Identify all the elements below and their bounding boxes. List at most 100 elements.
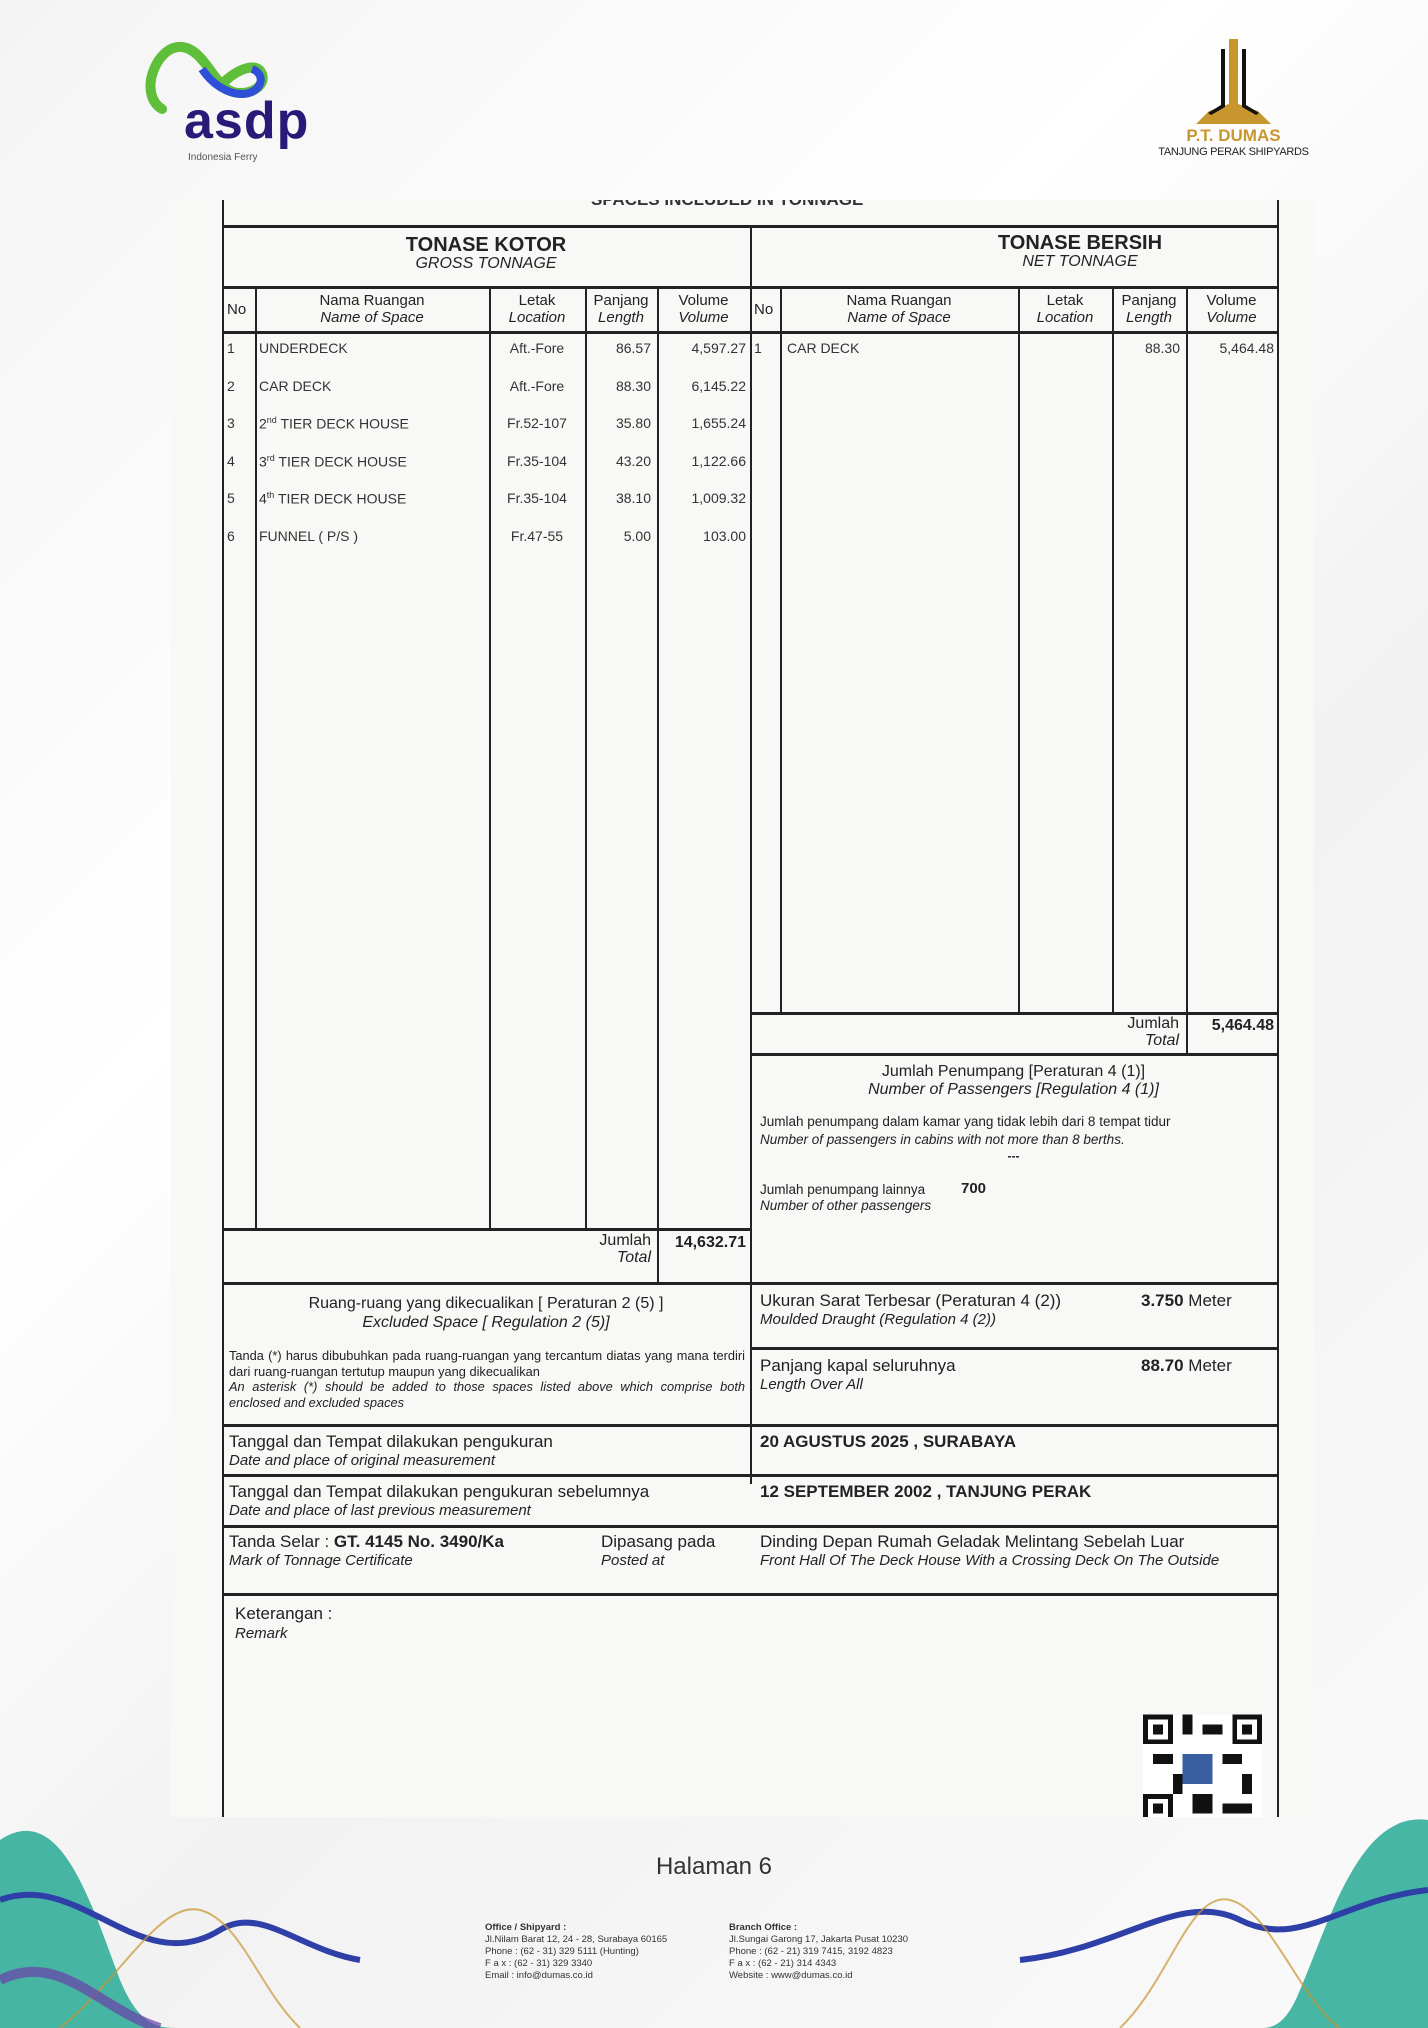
row-name: CAR DECK xyxy=(259,377,332,394)
row-volume: 1,122.66 xyxy=(691,452,747,469)
row-length: 88.30 xyxy=(615,377,651,394)
row-name-rest: TIER DECK HOUSE xyxy=(274,490,407,507)
col-label-en: Location xyxy=(1036,309,1094,326)
row-name: FUNNEL ( P/S ) xyxy=(259,527,359,544)
col-label-en: Volume xyxy=(678,309,729,326)
passengers-title: Jumlah Penumpang [Peraturan 4 (1)] Number… xyxy=(750,1063,1277,1099)
other-label-id: Jumlah penumpang lainnya xyxy=(760,1182,926,1197)
draught-label-id: Ukuran Sarat Terbesar (Peraturan 4 (2)) xyxy=(760,1291,1062,1310)
gross-col-volume: Volume Volume xyxy=(657,292,750,326)
col-label-en: Location xyxy=(508,309,566,326)
row-no: 3 xyxy=(227,415,235,431)
row-name-rest: TIER DECK HOUSE xyxy=(274,453,407,470)
row-no: 5 xyxy=(227,490,235,506)
row-location: Fr.52-107 xyxy=(507,415,567,431)
top-caption: SPACES INCLUDED IN TONNAGE xyxy=(591,200,863,210)
gross-title: TONASE KOTOR xyxy=(405,234,567,256)
orig-label-en: Date and place of original measurement xyxy=(229,1452,495,1469)
row-volume: 4,597.27 xyxy=(691,340,747,356)
net-col-volume: Volume Volume xyxy=(1186,292,1277,326)
branch-title: Branch Office : xyxy=(729,1922,798,1933)
mark-label: Tanda Selar : GT. 4145 No. 3490/Ka Mark o… xyxy=(229,1533,504,1570)
col-label: Letak xyxy=(518,292,556,309)
orig-measure-value: 20 AGUSTUS 2025 , SURABAYA xyxy=(760,1432,1017,1451)
cabins-label: Jumlah penumpang dalam kamar yang tidak … xyxy=(760,1113,1170,1149)
tonnage-certificate-scan: SPACES INCLUDED IN TONNAGE TONASE KOTOR … xyxy=(171,200,1314,1817)
net-row-no: 1 xyxy=(754,340,762,356)
draught-number: 3.750 xyxy=(1141,1291,1184,1310)
loa-value: 88.70 Meter xyxy=(1141,1356,1232,1376)
row-volume: 1,009.32 xyxy=(691,490,747,506)
branch-phone: Phone : (62 - 21) 319 7415, 3192 4823 xyxy=(729,1946,893,1957)
office-email: Email : info@dumas.co.id xyxy=(485,1970,593,1981)
dumas-name: P.T. DUMAS xyxy=(1186,126,1281,145)
net-row-name: CAR DECK xyxy=(787,340,860,356)
row-volume: 6,145.22 xyxy=(691,377,747,394)
mark-label-id: Tanda Selar : xyxy=(229,1532,334,1551)
net-row-volume: 5,464.48 xyxy=(1219,340,1275,356)
dumas-tower-icon xyxy=(1196,39,1271,124)
row-space-name: 4th TIER DECK HOUSE xyxy=(259,490,406,507)
col-label: Letak xyxy=(1046,292,1084,309)
net-total-value: 5,464.48 xyxy=(1211,1017,1274,1034)
mark-label-en: Mark of Tonnage Certificate xyxy=(229,1552,413,1569)
net-total-label: Jumlah Total xyxy=(1071,1015,1179,1049)
row-name-sup: nd xyxy=(266,415,277,425)
draught-unit: Meter xyxy=(1188,1291,1232,1310)
net-col-location: Letak Location xyxy=(1018,292,1112,326)
row-space-name: UNDERDECK xyxy=(259,340,348,356)
loa-label-id: Panjang kapal seluruhnya xyxy=(760,1356,956,1375)
posted-label-en: Posted at xyxy=(601,1552,665,1569)
loa-unit: Meter xyxy=(1188,1356,1232,1375)
col-label-en: Name of Space xyxy=(847,309,951,326)
office-fax: F a x : (62 - 31) 329 3340 xyxy=(485,1958,593,1969)
total-label: Jumlah xyxy=(1127,1015,1179,1032)
branch-fax: F a x : (62 - 21) 314 4343 xyxy=(729,1958,837,1969)
asdp-logo: asdp Indonesia Ferry xyxy=(142,39,332,167)
asdp-wordmark: asdp xyxy=(184,92,310,150)
row-no: 4 xyxy=(227,452,235,469)
col-label: Nama Ruangan xyxy=(319,292,425,309)
passengers-title-en: Number of Passengers [Regulation 4 (1)] xyxy=(868,1081,1159,1098)
dumas-tagline: TANJUNG PERAK SHIPYARDS xyxy=(1158,146,1309,158)
row-location: Fr.35-104 xyxy=(507,490,567,506)
draught-value: 3.750 Meter xyxy=(1141,1291,1232,1311)
gross-total-label: Jumlah Total xyxy=(551,1232,651,1266)
row-name-sup: rd xyxy=(266,452,275,463)
row-location: Fr.47-55 xyxy=(510,527,564,544)
row-name-num: 3 xyxy=(259,453,267,470)
row-length: 86.57 xyxy=(615,340,651,356)
asdp-infinity-icon xyxy=(145,42,268,114)
orig-label-id: Tanggal dan Tempat dilakukan pengukuran xyxy=(229,1432,553,1451)
net-subtitle: NET TONNAGE xyxy=(1022,253,1138,270)
row-length: 43.20 xyxy=(615,452,651,469)
excluded-title: Ruang-ruang yang dikecualikan [ Peratura… xyxy=(222,1294,750,1332)
remark-label-id: Keterangan : xyxy=(235,1604,333,1623)
dumas-logo: P.T. DUMAS TANJUNG PERAK SHIPYARDS xyxy=(1151,39,1316,167)
loa-number: 88.70 xyxy=(1141,1356,1184,1375)
col-label: Panjang xyxy=(1121,292,1177,309)
row-space-name: CAR DECK xyxy=(259,378,331,394)
excluded-note-id: Tanda (*) harus dibubuhkan pada ruang-ru… xyxy=(229,1348,745,1379)
row-no: 1 xyxy=(227,340,235,356)
net-col-no: No xyxy=(754,301,774,318)
posted-value: Dinding Depan Rumah Geladak Melintang Se… xyxy=(760,1533,1260,1570)
draught-label: Ukuran Sarat Terbesar (Peraturan 4 (2)) M… xyxy=(760,1292,1061,1329)
loa-label-en: Length Over All xyxy=(760,1376,863,1393)
prev-label-id: Tanggal dan Tempat dilakukan pengukuran … xyxy=(229,1482,650,1501)
col-label-en: Name of Space xyxy=(320,309,424,326)
footer-branch: Branch Office : Jl.Sungai Garong 17, Jak… xyxy=(729,1922,908,1982)
gross-col-location: Letak Location xyxy=(489,292,585,326)
net-col-length: Panjang Length xyxy=(1112,292,1186,326)
row-length: 5.00 xyxy=(623,527,651,544)
gross-col-no: No xyxy=(227,301,247,318)
loa-label: Panjang kapal seluruhnya Length Over All xyxy=(760,1357,956,1394)
draught-label-en: Moulded Draught (Regulation 4 (2)) xyxy=(760,1311,996,1328)
row-name: UNDERDECK xyxy=(259,340,348,356)
office-phone: Phone : (62 - 31) 329 5111 (Hunting) xyxy=(485,1946,639,1957)
gross-col-name: Nama Ruangan Name of Space xyxy=(255,292,489,326)
asdp-tagline: Indonesia Ferry xyxy=(188,152,258,163)
excluded-title-en: Excluded Space [ Regulation 2 (5)] xyxy=(362,1314,610,1331)
prev-measure-label: Tanggal dan Tempat dilakukan pengukuran … xyxy=(229,1483,649,1520)
mark-value: GT. 4145 No. 3490/Ka xyxy=(333,1532,504,1551)
